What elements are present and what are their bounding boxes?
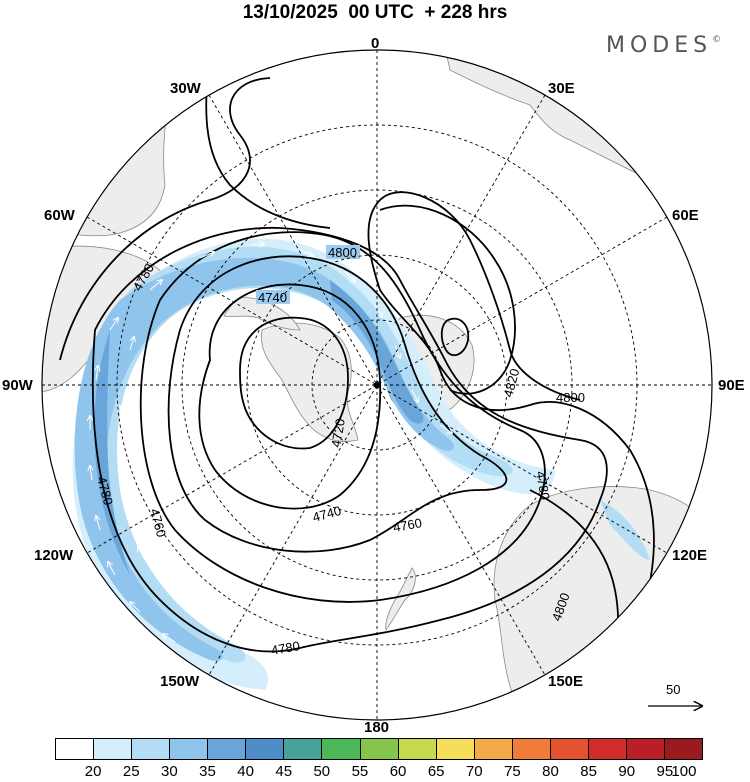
colorbar-cell bbox=[246, 739, 285, 759]
colorbar-cell bbox=[56, 739, 95, 759]
colorbar-tick-label: 60 bbox=[389, 763, 407, 780]
colorbar-cell bbox=[436, 739, 475, 759]
colorbar-cell bbox=[132, 739, 171, 759]
new-zealand-land bbox=[385, 567, 416, 631]
colorbar bbox=[55, 738, 703, 760]
lon-label-30e: 30E bbox=[548, 80, 575, 97]
antarctica-land bbox=[260, 322, 359, 442]
lon-label-180: 180 bbox=[364, 719, 389, 736]
colorbar-cell bbox=[322, 739, 361, 759]
colorbar-tick-label: 40 bbox=[237, 763, 254, 780]
colorbar-cell bbox=[94, 739, 133, 759]
contour-label: 4780 bbox=[94, 475, 116, 507]
contours bbox=[59, 50, 655, 720]
colorbar-tick-label: 25 bbox=[122, 763, 140, 780]
lon-label-0: 0 bbox=[371, 35, 379, 52]
brand-name: MODES bbox=[606, 33, 713, 58]
colorbar-cell bbox=[550, 739, 589, 759]
contour-label: 4740 bbox=[258, 290, 287, 305]
colorbar-tick-label: 75 bbox=[504, 763, 521, 780]
colorbar-tick-label: 55 bbox=[351, 763, 369, 780]
colorbar-cell bbox=[512, 739, 551, 759]
wind-arrows bbox=[90, 244, 452, 643]
colorbar-ticks: 20 25 30 35 40 45 50 55 60 65 70 75 80 85 90 95 100 bbox=[55, 763, 703, 781]
contour-label: 4780 bbox=[533, 470, 553, 501]
colorbar-cell bbox=[588, 739, 627, 759]
lon-label-150e: 150E bbox=[548, 673, 583, 690]
colorbar-cell bbox=[170, 739, 209, 759]
graticule bbox=[42, 50, 712, 720]
colorbar-tick-label: 70 bbox=[465, 763, 483, 780]
map-border bbox=[41, 49, 713, 721]
colorbar-tick-label: 90 bbox=[618, 763, 636, 780]
lon-label-60w: 60W bbox=[44, 207, 76, 224]
colorbar-tick-label: 100 bbox=[671, 763, 697, 780]
contour-label: 4780 bbox=[270, 638, 301, 658]
colorbar-cell bbox=[208, 739, 247, 759]
colorbar-tick-label: 65 bbox=[427, 763, 445, 780]
map-title: 13/10/2025 00 UTC + 228 hrs bbox=[242, 2, 508, 23]
lon-label-90w: 90W bbox=[2, 377, 34, 394]
contour-label: 4760 bbox=[392, 515, 423, 535]
colorbar-tick-label: 35 bbox=[199, 763, 216, 780]
colorbar-cell bbox=[398, 739, 437, 759]
colorbar-cell bbox=[626, 739, 665, 759]
contour-label: 4800 bbox=[556, 390, 585, 405]
colorbar-cell bbox=[284, 739, 323, 759]
lon-label-60e: 60E bbox=[672, 207, 699, 224]
lon-label-90e: 90E bbox=[718, 377, 745, 394]
lon-label-120w: 120W bbox=[34, 547, 74, 564]
colorbar-tick-label: 45 bbox=[275, 763, 293, 780]
colorbar-tick-label: 80 bbox=[542, 763, 559, 780]
lon-label-120e: 120E bbox=[672, 547, 707, 564]
colorbar-tick-label: 20 bbox=[84, 763, 102, 780]
colorbar-tick-label: 85 bbox=[580, 763, 597, 780]
pole-marker bbox=[372, 380, 382, 390]
contour-label: 4820 bbox=[500, 367, 522, 399]
contour-label: 4720 bbox=[328, 417, 348, 448]
colorbar-cell bbox=[360, 739, 399, 759]
lon-label-30w: 30W bbox=[170, 80, 202, 97]
colorbar-tick-label: 95 bbox=[656, 763, 674, 780]
contour-label: 4800 bbox=[328, 245, 357, 260]
wind-scale-value: 50 bbox=[666, 682, 680, 697]
brand-mark: © bbox=[712, 35, 722, 45]
colorbar-cell bbox=[665, 739, 703, 759]
colorbar-tick-label: 50 bbox=[313, 763, 331, 780]
colorbar-cell bbox=[474, 739, 513, 759]
brand-logo: MODES© bbox=[606, 33, 721, 58]
lon-label-150w: 150W bbox=[160, 673, 200, 690]
australia-land bbox=[493, 486, 712, 720]
contour-label-group: 4800 4740 4780 4720 4740 4760 4760 4780 … bbox=[94, 245, 585, 658]
colorbar-tick-label: 30 bbox=[161, 763, 178, 780]
